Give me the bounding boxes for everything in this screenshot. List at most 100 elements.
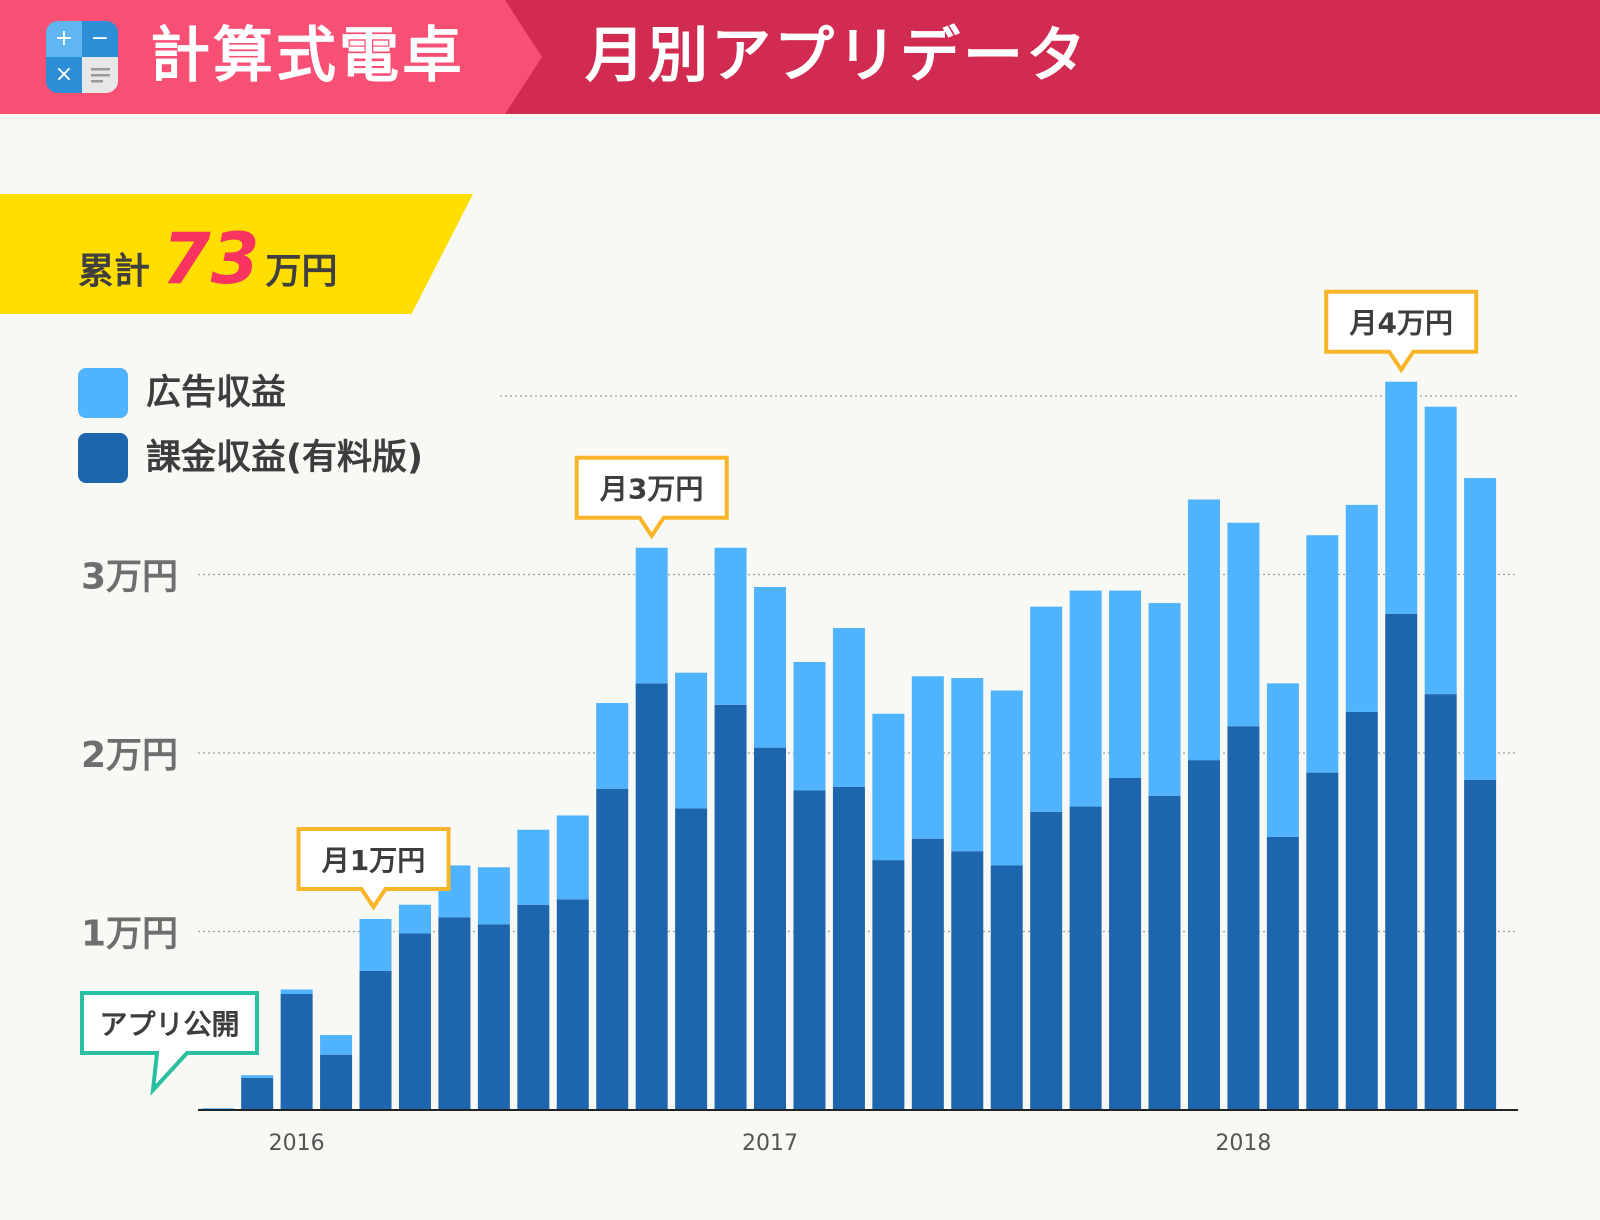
total-revenue: 累計 73 万円 <box>78 218 338 300</box>
bar-ad-revenue <box>1030 606 1063 812</box>
bar-ad-revenue <box>1187 499 1220 761</box>
document-icon <box>82 57 118 93</box>
bar-ad-revenue <box>1424 406 1457 695</box>
total-unit: 万円 <box>265 251 338 292</box>
y-tick-label: 2万円 <box>81 735 178 776</box>
bar-paid-revenue <box>1187 760 1220 1110</box>
bar-ad-revenue <box>675 672 708 809</box>
bar-paid-revenue <box>438 917 471 1110</box>
bar-paid-revenue <box>872 860 905 1110</box>
bar-ad-revenue <box>1069 590 1102 807</box>
bar-ad-revenue <box>359 919 392 971</box>
annotation-callout: 月4万円 <box>1324 289 1479 374</box>
total-value: 73 <box>162 218 260 300</box>
app-name: 計算式電卓 <box>150 21 465 91</box>
bar-paid-revenue <box>1306 772 1339 1110</box>
bar-paid-revenue <box>1109 777 1142 1110</box>
bar-ad-revenue <box>635 547 668 684</box>
callout-text: 月4万円 <box>1348 307 1452 340</box>
x-tick-label: 2016 <box>269 1131 325 1156</box>
bar-paid-revenue <box>1424 694 1457 1110</box>
bar-ad-revenue <box>241 1075 274 1078</box>
bar-ad-revenue <box>1385 381 1418 614</box>
bar-ad-revenue <box>477 867 510 925</box>
bar-ad-revenue <box>556 815 589 900</box>
bar-ad-revenue <box>911 676 944 839</box>
bar-ad-revenue <box>398 904 431 934</box>
y-tick-label: 3万円 <box>81 557 178 598</box>
bar-paid-revenue <box>635 683 668 1110</box>
bar-paid-revenue <box>1464 779 1497 1110</box>
bar-paid-revenue <box>675 808 708 1110</box>
bar-ad-revenue <box>1266 683 1299 837</box>
bar-ad-revenue <box>1227 522 1260 727</box>
annotation-callout: アプリ公開 <box>80 991 259 1096</box>
callout-box <box>574 455 729 540</box>
bar-paid-revenue <box>1385 613 1418 1110</box>
bar-paid-revenue <box>1266 836 1299 1110</box>
bar-paid-revenue <box>754 747 787 1110</box>
page-title: 月別アプリデータ <box>585 21 1089 91</box>
legend-swatch-paid <box>78 433 128 483</box>
header-right-band <box>505 0 1600 114</box>
legend-label-paid: 課金収益(有料版) <box>146 438 423 478</box>
bar-paid-revenue <box>1030 811 1063 1110</box>
bar-paid-revenue <box>1069 806 1102 1110</box>
minus-icon: − <box>82 21 118 57</box>
bar-paid-revenue <box>477 924 510 1110</box>
bar-ad-revenue <box>872 713 905 861</box>
bar-ad-revenue <box>793 661 826 791</box>
bar-paid-revenue <box>832 786 865 1110</box>
bar-paid-revenue <box>241 1077 274 1110</box>
bar-paid-revenue <box>280 993 313 1110</box>
bar-ad-revenue <box>201 1108 234 1110</box>
bar-ad-revenue <box>714 547 747 705</box>
total-banner <box>0 194 473 314</box>
bar-paid-revenue <box>359 970 392 1110</box>
bar-paid-revenue <box>556 899 589 1110</box>
bar-paid-revenue <box>398 933 431 1110</box>
bar-ad-revenue <box>951 678 984 852</box>
callout-box <box>1324 289 1479 374</box>
bar-ad-revenue <box>1148 603 1181 796</box>
calculator-app-icon: + − × <box>46 21 118 93</box>
bar-ad-revenue <box>832 628 865 787</box>
plus-icon: + <box>46 21 82 57</box>
callout-box <box>80 991 259 1096</box>
y-tick-label: 1万円 <box>81 914 178 955</box>
bar-ad-revenue <box>280 989 313 994</box>
bar-ad-revenue <box>1345 504 1378 712</box>
x-tick-label: 2018 <box>1215 1131 1271 1156</box>
callout-text: 月3万円 <box>599 473 703 506</box>
bar-paid-revenue <box>1345 711 1378 1110</box>
bar-paid-revenue <box>714 704 747 1110</box>
callout-box <box>296 827 451 911</box>
bar-paid-revenue <box>596 788 629 1110</box>
multiply-icon: × <box>46 57 82 93</box>
callout-text: 月1万円 <box>321 844 425 877</box>
bar-ad-revenue <box>754 586 787 748</box>
bar-paid-revenue <box>951 851 984 1110</box>
total-label: 累計 <box>78 251 151 292</box>
bar-paid-revenue <box>793 790 826 1110</box>
bar-ad-revenue <box>1464 478 1497 780</box>
legend-swatch-ad <box>78 368 128 418</box>
bar-paid-revenue <box>1148 795 1181 1110</box>
bar-ad-revenue <box>1306 535 1339 773</box>
bar-paid-revenue <box>911 838 944 1110</box>
annotation-callout: 月3万円 <box>574 455 729 540</box>
bar-paid-revenue <box>320 1054 353 1110</box>
bar-ad-revenue <box>990 690 1023 866</box>
bar-ad-revenue <box>320 1035 353 1055</box>
bar-paid-revenue <box>517 904 550 1110</box>
legend-label-ad: 広告収益 <box>146 373 287 413</box>
bar-paid-revenue <box>990 865 1023 1110</box>
bar-ad-revenue <box>1109 590 1142 778</box>
bar-paid-revenue <box>1227 726 1260 1110</box>
annotation-callout: 月1万円 <box>296 827 451 911</box>
x-tick-label: 2017 <box>742 1131 798 1156</box>
bar-ad-revenue <box>596 703 629 789</box>
bar-ad-revenue <box>517 829 550 905</box>
callout-text: アプリ公開 <box>99 1008 239 1041</box>
